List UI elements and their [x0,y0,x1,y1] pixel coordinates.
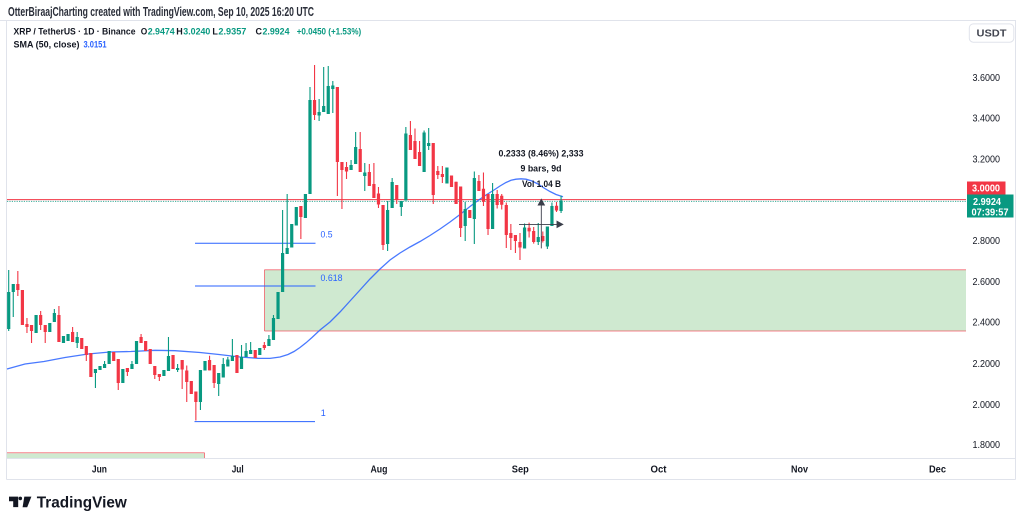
svg-text:1: 1 [321,408,326,418]
svg-text:TradingView: TradingView [37,494,128,511]
svg-text:2.9357: 2.9357 [218,26,246,37]
svg-text:L: L [212,26,218,37]
svg-text:+0.0450 (+1.53%): +0.0450 (+1.53%) [297,26,362,37]
svg-text:2.6000: 2.6000 [973,277,1001,288]
svg-text:C: C [256,26,263,37]
svg-text:0.5: 0.5 [321,230,333,240]
svg-text:Sep: Sep [512,464,529,475]
svg-text:3.0151: 3.0151 [84,40,108,51]
svg-text:3.2000: 3.2000 [973,155,1001,166]
svg-text:XRP / TetherUS · 1D · Binance: XRP / TetherUS · 1D · Binance [14,26,136,37]
svg-text:9 bars, 9d: 9 bars, 9d [521,164,562,175]
svg-text:3.0000: 3.0000 [972,184,1000,195]
svg-text:Vol 1.04 B: Vol 1.04 B [522,179,561,190]
svg-text:2.0000: 2.0000 [973,400,1001,411]
svg-text:Oct: Oct [651,464,668,475]
svg-text:Nov: Nov [791,464,808,475]
svg-text:2.8000: 2.8000 [973,236,1001,247]
svg-text:3.4000: 3.4000 [973,114,1001,125]
svg-text:2.9924: 2.9924 [973,197,1001,208]
svg-text:0.2333 (8.46%) 2,333: 0.2333 (8.46%) 2,333 [499,149,584,160]
svg-text:1.8000: 1.8000 [973,440,1001,451]
svg-text:OtterBiraajCharting created wi: OtterBiraajCharting created with Trading… [8,5,314,19]
svg-text:O: O [141,26,148,37]
svg-text:2.9474: 2.9474 [148,26,176,37]
svg-text:Aug: Aug [371,464,388,475]
svg-text:Jun: Jun [92,464,107,475]
svg-text:Dec: Dec [929,464,946,475]
svg-text:SMA (50, close): SMA (50, close) [14,40,80,51]
svg-text:0.618: 0.618 [321,273,343,283]
svg-text:3.0240: 3.0240 [183,26,210,37]
svg-text:2.2000: 2.2000 [973,359,1001,370]
svg-text:2.9924: 2.9924 [263,26,291,37]
svg-text:H: H [176,26,183,37]
svg-text:07:39:57: 07:39:57 [972,207,1009,218]
svg-text:Jul: Jul [232,464,244,475]
svg-text:3.6000: 3.6000 [973,73,1001,84]
svg-text:2.4000: 2.4000 [973,318,1001,329]
svg-text:USDT: USDT [977,27,1008,39]
